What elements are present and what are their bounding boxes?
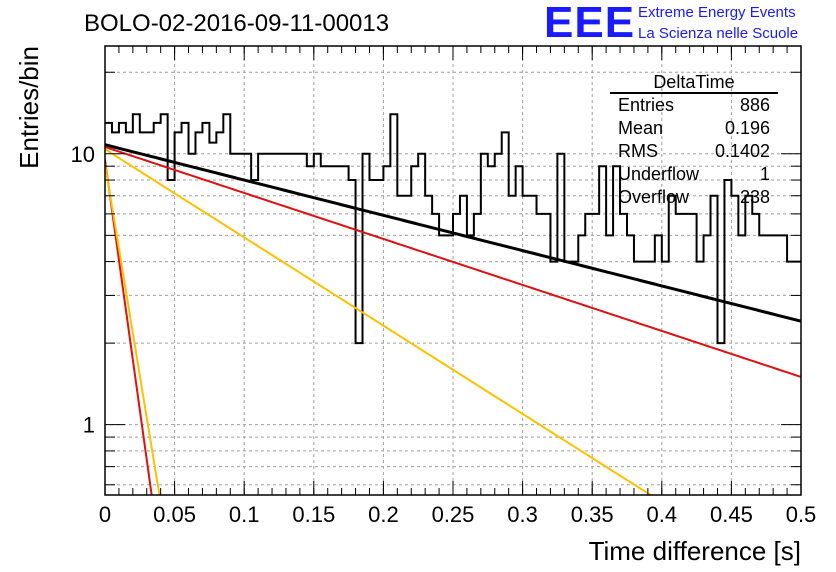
stats-value: 0.1402	[714, 141, 770, 161]
stats-row-entries: Entries 886	[610, 94, 778, 117]
logo-line-scienza-scuole: La Scienza nelle Scuole	[638, 25, 799, 42]
stats-label: Entries	[618, 95, 675, 115]
eee-logo-mark: EEE	[544, 0, 636, 47]
stats-row-overflow: Overflow 238	[610, 186, 778, 209]
logo-line-extreme-energy-events: Extreme Energy Events	[638, 4, 796, 21]
x-tick-label: 0.45	[710, 502, 753, 527]
stats-row-underflow: Underflow 1	[610, 163, 778, 186]
stats-box: DeltaTime Entries 886 Mean 0.196 RMS 0.1…	[610, 72, 778, 209]
stats-row-mean: Mean 0.196	[610, 117, 778, 140]
stats-label: Overflow	[618, 187, 690, 207]
histogram-line	[105, 113, 801, 345]
x-tick-label: 0.2	[368, 502, 399, 527]
x-tick-label: 0.05	[153, 502, 196, 527]
x-tick-label: 0.15	[292, 502, 335, 527]
stats-row-rms: RMS 0.1402	[610, 140, 778, 163]
stats-title: DeltaTime	[610, 72, 778, 94]
stats-value: 886	[739, 95, 770, 115]
fit-line-red-steep	[105, 159, 153, 495]
stats-label: Underflow	[618, 164, 700, 184]
fit-line-red	[105, 145, 801, 378]
y-tick-label: 10	[71, 142, 95, 167]
x-tick-label: 0	[99, 502, 111, 527]
x-tick-label: 0.5	[786, 502, 817, 527]
x-tick-label: 0.25	[432, 502, 475, 527]
fit-line-yellow-steep	[105, 163, 161, 495]
x-tick-label: 0.1	[229, 502, 260, 527]
chart-title: BOLO-02-2016-09-11-00013	[84, 10, 390, 37]
y-tick-label: 1	[83, 413, 95, 438]
eee-logo: EEE Extreme Energy Events La Scienza nel…	[544, 0, 832, 47]
stats-value: 0.196	[724, 118, 770, 138]
fit-line-black	[105, 143, 801, 323]
stats-label: RMS	[618, 141, 658, 161]
stats-value: 238	[739, 187, 770, 207]
x-axis-label: Time difference [s]	[589, 536, 801, 566]
x-tick-label: 0.3	[507, 502, 538, 527]
stats-label: Mean	[618, 118, 664, 138]
fit-line-yellow	[105, 148, 653, 495]
x-tick-label: 0.35	[571, 502, 614, 527]
stats-value: 1	[759, 164, 770, 184]
y-axis-label: Entries/bin	[14, 46, 44, 169]
x-tick-label: 0.4	[647, 502, 678, 527]
